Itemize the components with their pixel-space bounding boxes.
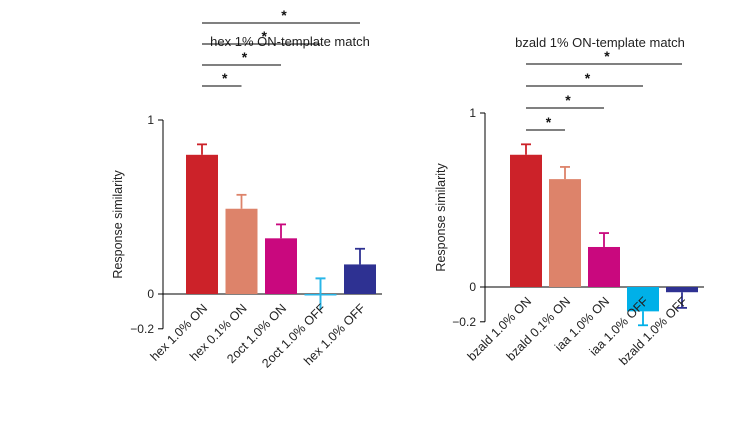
significance-star: * [546,114,552,130]
bar-2 [225,208,258,294]
significance-star: * [604,48,610,64]
bar-5 [666,287,698,293]
significance-star: * [242,49,248,65]
significance-star: * [585,70,591,86]
y-axis-label: Response similarity [111,169,125,278]
y-tick-label: 0 [147,287,154,301]
significance-star: * [281,7,287,23]
bar-5 [344,264,376,294]
bar-4 [627,287,659,312]
significance-star: * [222,70,228,86]
bar-1 [510,154,542,287]
y-axis-label: Response similarity [434,162,448,271]
significance-star: * [262,28,268,44]
y-tick-label: 1 [469,106,476,120]
y-tick-label: −0.2 [130,322,154,336]
y-tick-label: 0 [469,280,476,294]
bar-1 [186,154,218,294]
y-tick-label: 1 [147,113,154,127]
chart-panel-hex: hex 1% ON-template match 1 0 −0.2 Response s… [111,7,382,371]
bar-3 [588,246,620,287]
bar-2 [549,179,581,287]
chart-title: bzald 1% ON-template match [515,35,685,50]
bar-3 [265,238,297,294]
y-tick-label: −0.2 [452,315,476,329]
chart-title: hex 1% ON-template match [210,34,370,49]
significance-star: * [565,92,571,108]
chart-panel-bzald: bzald 1% ON-template match 1 0 −0.2 Response… [434,35,704,368]
